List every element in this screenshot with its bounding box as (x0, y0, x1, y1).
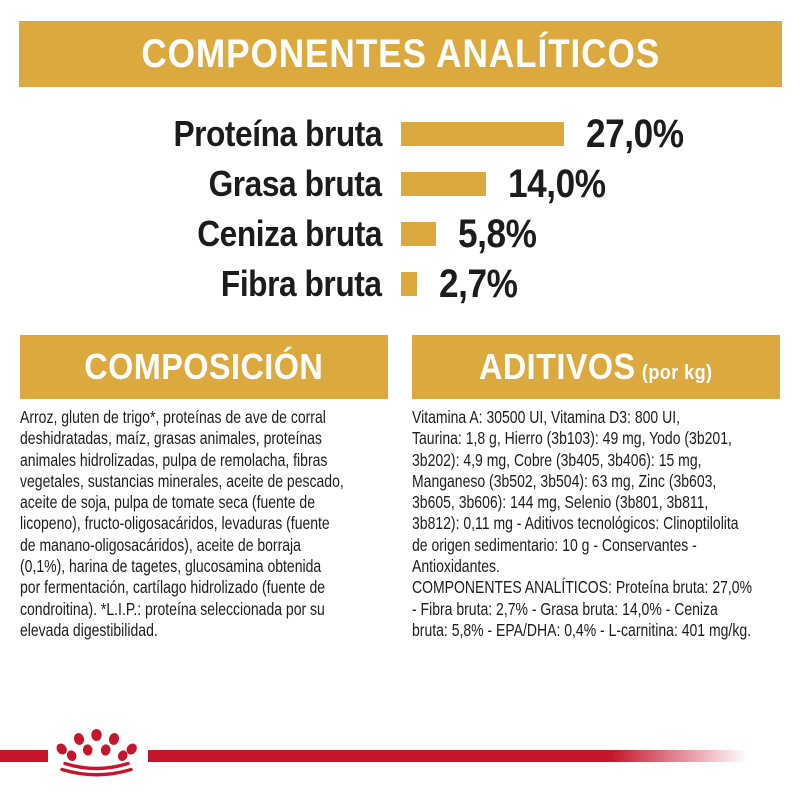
chart-category-label: Ceniza bruta (197, 213, 382, 254)
aditivos-body: Vitamina A: 30500 UI, Vitamina D3: 800 U… (412, 407, 753, 640)
chart-label-wrap: Fibra bruta (0, 263, 382, 305)
chart-category-label: Proteína bruta (173, 113, 382, 154)
chart-row: Ceniza bruta 5,8% (0, 209, 800, 259)
bar-chart: Proteína bruta 27,0% Grasa bruta 14,0% Ceniz… (0, 109, 800, 309)
crown-dots (56, 729, 137, 761)
footer-rule-right (148, 750, 800, 762)
aditivos-title: ADITIVOS (por kg) (479, 346, 713, 388)
aditivos-title-suffix: (por kg) (642, 362, 713, 384)
chart-value-label: 14,0% (507, 161, 606, 206)
banner-title: COMPONENTES ANALÍTICOS (141, 31, 660, 76)
chart-row: Fibra bruta 2,7% (0, 259, 800, 309)
chart-label-wrap: Grasa bruta (0, 163, 382, 205)
composicion-header: COMPOSICIÓN (20, 335, 388, 399)
chart-row: Proteína bruta 27,0% (0, 109, 800, 159)
chart-category-label: Fibra bruta (221, 263, 382, 304)
chart-category-label: Grasa bruta (209, 163, 382, 204)
aditivos-header: ADITIVOS (por kg) (412, 335, 780, 399)
analytical-components-banner: COMPONENTES ANALÍTICOS (19, 21, 782, 87)
chart-bar (401, 122, 564, 146)
composicion-body: Arroz, gluten de trigo*, proteínas de av… (20, 407, 344, 640)
chart-value-label: 2,7% (439, 261, 518, 306)
chart-row: Grasa bruta 14,0% (0, 159, 800, 209)
footer-rule-left (0, 750, 48, 762)
chart-value-label: 27,0% (586, 111, 684, 156)
crown-base-arcs (60, 761, 133, 777)
chart-label-wrap: Proteína bruta (0, 113, 382, 155)
chart-value-label: 5,8% (458, 211, 537, 256)
chart-bar (401, 222, 436, 246)
chart-label-wrap: Ceniza bruta (0, 213, 382, 255)
chart-bar (401, 172, 486, 196)
aditivos-title-main: ADITIVOS (479, 346, 636, 387)
composicion-title: COMPOSICIÓN (84, 346, 324, 387)
royal-canin-crown-logo (56, 729, 137, 777)
chart-bar (401, 272, 418, 296)
